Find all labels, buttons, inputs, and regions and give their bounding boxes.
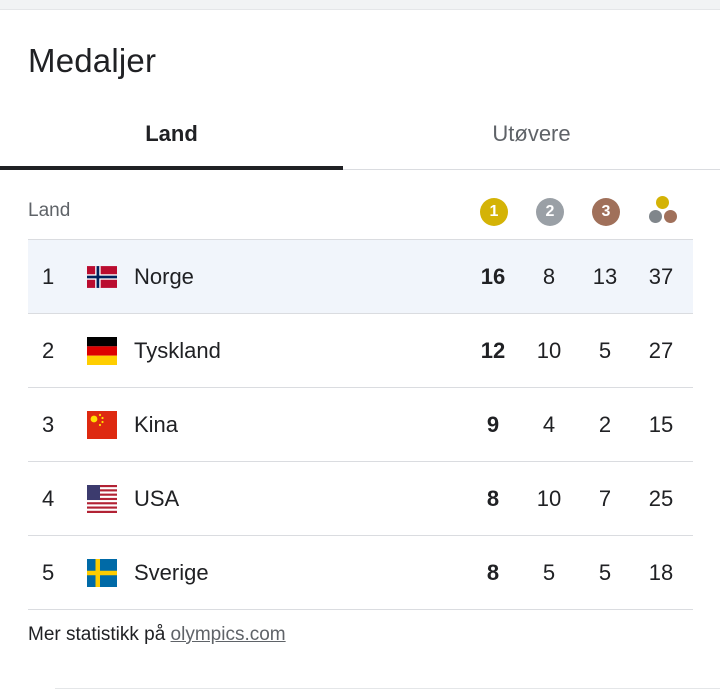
gold-medal-icon: 1 xyxy=(480,198,508,226)
bronze-count: 5 xyxy=(598,338,612,363)
rank: 4 xyxy=(42,486,55,511)
table-row[interactable]: 1 Norge 16 8 13 37 xyxy=(28,240,693,314)
olympics-link[interactable]: olympics.com xyxy=(170,624,286,645)
silver-count: 8 xyxy=(542,264,556,289)
rank: 5 xyxy=(42,560,55,585)
total-dot-bronze xyxy=(664,210,677,223)
total-count: 37 xyxy=(648,264,674,289)
tab-utovere[interactable]: Utøvere xyxy=(492,121,571,146)
table-row[interactable]: 3 Kina 9 4 2 15 xyxy=(28,388,693,462)
gold-count: 12 xyxy=(480,338,506,363)
table-header: Land 1 2 3 xyxy=(28,188,693,240)
total-count: 27 xyxy=(648,338,674,363)
total-medals-icon xyxy=(647,196,679,228)
top-strip xyxy=(0,0,720,10)
bronze-count: 13 xyxy=(592,264,618,289)
active-tab-indicator xyxy=(0,166,343,170)
rank: 1 xyxy=(42,264,55,289)
divider xyxy=(55,688,720,689)
silver-count: 10 xyxy=(536,338,562,363)
gold-count: 8 xyxy=(486,560,500,585)
gold-count: 8 xyxy=(486,486,500,511)
country-name: Kina xyxy=(134,412,179,437)
rank: 2 xyxy=(42,338,55,363)
footer-stats: Mer statistikk på olympics.com xyxy=(28,624,286,646)
table-row[interactable]: 4 USA 8 10 7 25 xyxy=(28,462,693,536)
column-header-country: Land xyxy=(28,200,71,221)
total-count: 25 xyxy=(648,486,674,511)
country-name: USA xyxy=(134,486,180,511)
bronze-count: 7 xyxy=(598,486,612,511)
country-name: Norge xyxy=(134,264,194,289)
norway-flag-icon xyxy=(87,263,117,291)
footer-text: Mer statistikk på xyxy=(28,624,171,645)
total-count: 18 xyxy=(648,560,674,585)
country-name: Sverige xyxy=(134,560,209,585)
total-dot-gold xyxy=(656,196,669,209)
tab-bar: Land Utøvere xyxy=(0,100,720,170)
gold-count: 16 xyxy=(480,264,506,289)
table-row[interactable]: 5 Sverige 8 5 5 18 xyxy=(28,536,693,610)
silver-count: 10 xyxy=(536,486,562,511)
total-dot-gray xyxy=(649,210,662,223)
sweden-flag-icon xyxy=(87,559,117,587)
medal-table: 1 Norge 16 8 13 37 2 Tyskland 12 10 5 27… xyxy=(28,240,693,610)
country-name: Tyskland xyxy=(134,338,221,363)
table-row[interactable]: 2 Tyskland 12 10 5 27 xyxy=(28,314,693,388)
bronze-count: 2 xyxy=(598,412,612,437)
china-flag-icon xyxy=(87,411,117,439)
page-title: Medaljer xyxy=(28,42,157,79)
usa-flag-icon xyxy=(87,485,117,513)
tab-land[interactable]: Land xyxy=(145,121,198,146)
total-count: 15 xyxy=(648,412,674,437)
bronze-count: 5 xyxy=(598,560,612,585)
gold-count: 9 xyxy=(486,412,500,437)
germany-flag-icon xyxy=(87,337,117,365)
rank: 3 xyxy=(42,412,55,437)
silver-count: 4 xyxy=(542,412,556,437)
silver-count: 5 xyxy=(542,560,556,585)
silver-medal-icon: 2 xyxy=(536,198,564,226)
bronze-medal-icon: 3 xyxy=(592,198,620,226)
